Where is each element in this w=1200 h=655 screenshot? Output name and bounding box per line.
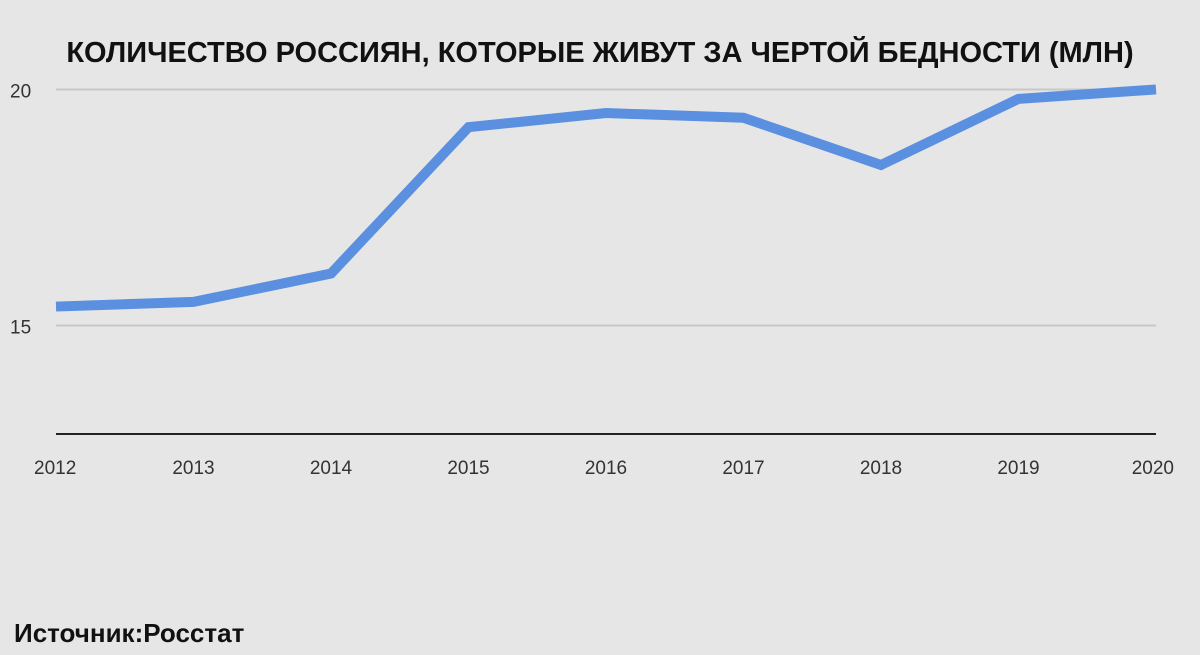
data-point xyxy=(464,122,474,132)
data-point xyxy=(326,269,336,279)
x-tick-label: 2018 xyxy=(860,458,902,479)
source-note: Источник:Росстат xyxy=(14,618,245,648)
data-point xyxy=(51,302,61,312)
x-tick-label: 2012 xyxy=(34,458,76,479)
data-point xyxy=(1014,94,1024,104)
x-tick-label: 2019 xyxy=(997,458,1039,479)
grid-lines xyxy=(56,88,1156,327)
series-line xyxy=(55,84,1157,312)
data-point xyxy=(739,113,749,123)
data-point xyxy=(1151,84,1161,94)
x-tick-label: 2016 xyxy=(585,458,627,479)
data-point xyxy=(189,297,199,307)
data-point xyxy=(601,108,611,118)
x-tick-labels: 2012 2013 2014 2015 2016 2017 2018 2019 2020 xyxy=(34,458,1174,479)
y-tick-label: 20 xyxy=(10,81,31,102)
y-tick-label: 15 xyxy=(10,317,31,338)
series-layer xyxy=(51,84,1161,312)
x-tick-label: 2015 xyxy=(447,458,489,479)
x-tick-label: 2020 xyxy=(1132,458,1174,479)
data-point xyxy=(876,160,886,170)
chart-title: КОЛИЧЕСТВО РОССИЯН, КОТОРЫЕ ЖИВУТ ЗА ЧЕР… xyxy=(66,35,1133,69)
x-tick-label: 2017 xyxy=(722,458,764,479)
x-tick-label: 2013 xyxy=(172,458,214,479)
x-tick-label: 2014 xyxy=(310,458,353,479)
